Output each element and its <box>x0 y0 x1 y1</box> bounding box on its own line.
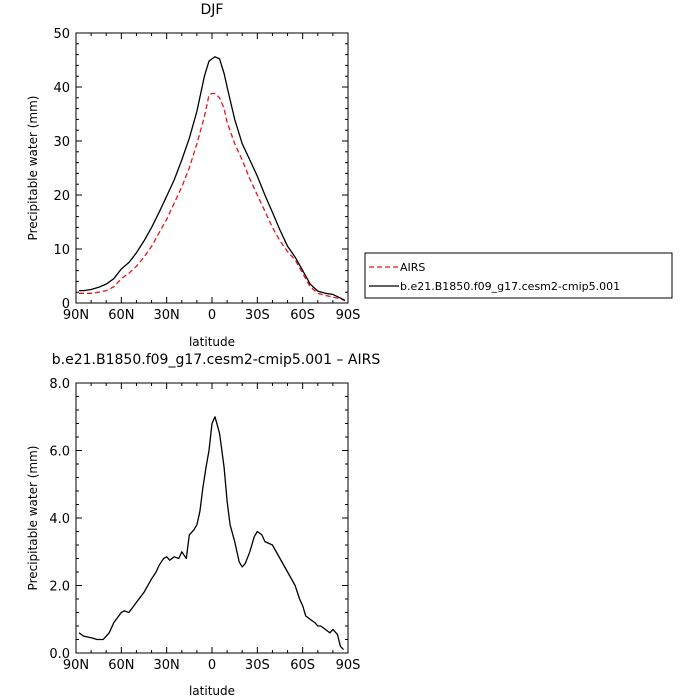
x-tick-label: 60S <box>290 658 315 673</box>
axis-ticks: 90N 60N 30N 0 30S 60S 90S 0 10 20 30 40 50 <box>53 27 360 323</box>
y-tick-label: 30 <box>53 135 70 150</box>
x-tick-label: 60S <box>290 308 315 323</box>
legend-box <box>364 252 673 299</box>
legend: AIRS b.e21.B1850.f09_g17.cesm2-cmip5.001 <box>364 252 673 299</box>
y-tick-label: 40 <box>53 81 70 96</box>
y-tick-label: 8.0 <box>49 377 70 392</box>
series-line-b-e21-b1850-f09-g17-cesm2-cmip5-001 <box>79 56 346 301</box>
legend-label-model: b.e21.B1850.f09_g17.cesm2-cmip5.001 <box>400 280 620 293</box>
x-tick-label: 0 <box>208 658 216 673</box>
y-tick-label: 6.0 <box>49 445 70 460</box>
x-tick-label: 0 <box>208 308 216 323</box>
x-tick-label: 90N <box>63 658 89 673</box>
y-tick-label: 50 <box>53 27 70 42</box>
x-tick-label: 30N <box>154 308 180 323</box>
x-tick-label: 30S <box>245 658 270 673</box>
chart-title: DJF <box>201 2 224 18</box>
x-tick-label: 60N <box>108 658 134 673</box>
axis-ticks: 90N 60N 30N 0 30S 60S 90S 0.0 2.0 4.0 6.0 8.0 <box>49 377 360 673</box>
legend-label-airs: AIRS <box>400 261 425 274</box>
chart-panel-difference: b.e21.B1850.f09_g17.cesm2-cmip5.001 – AI… <box>26 352 380 698</box>
x-tick-label: 90S <box>336 308 361 323</box>
series-group <box>78 416 344 651</box>
x-tick-label: 90N <box>63 308 89 323</box>
chart-title: b.e21.B1850.f09_g17.cesm2-cmip5.001 – AI… <box>52 352 381 368</box>
y-axis-label: Precipitable water (mm) <box>26 96 40 241</box>
x-tick-label: 60N <box>108 308 134 323</box>
y-tick-label: 0 <box>62 297 70 312</box>
y-tick-label: 4.0 <box>49 512 70 527</box>
x-tick-label: 30N <box>154 658 180 673</box>
x-axis-label: latitude <box>189 335 235 349</box>
y-axis-label: Precipitable water (mm) <box>26 446 40 591</box>
series-line-airs <box>79 92 346 302</box>
x-axis-label: latitude <box>189 684 235 698</box>
y-tick-label: 20 <box>53 189 70 204</box>
series-line-difference <box>78 416 344 651</box>
chart-panel-climatology: DJF Precipitable water (mm) latitude 90N… <box>26 2 360 349</box>
plot-frame <box>75 382 349 654</box>
y-tick-label: 10 <box>53 243 70 258</box>
x-tick-label: 30S <box>245 308 270 323</box>
series-group <box>79 56 346 302</box>
x-tick-label: 90S <box>336 658 361 673</box>
plot-frame <box>75 32 349 304</box>
y-tick-label: 2.0 <box>49 580 70 595</box>
y-tick-label: 0.0 <box>49 647 70 662</box>
